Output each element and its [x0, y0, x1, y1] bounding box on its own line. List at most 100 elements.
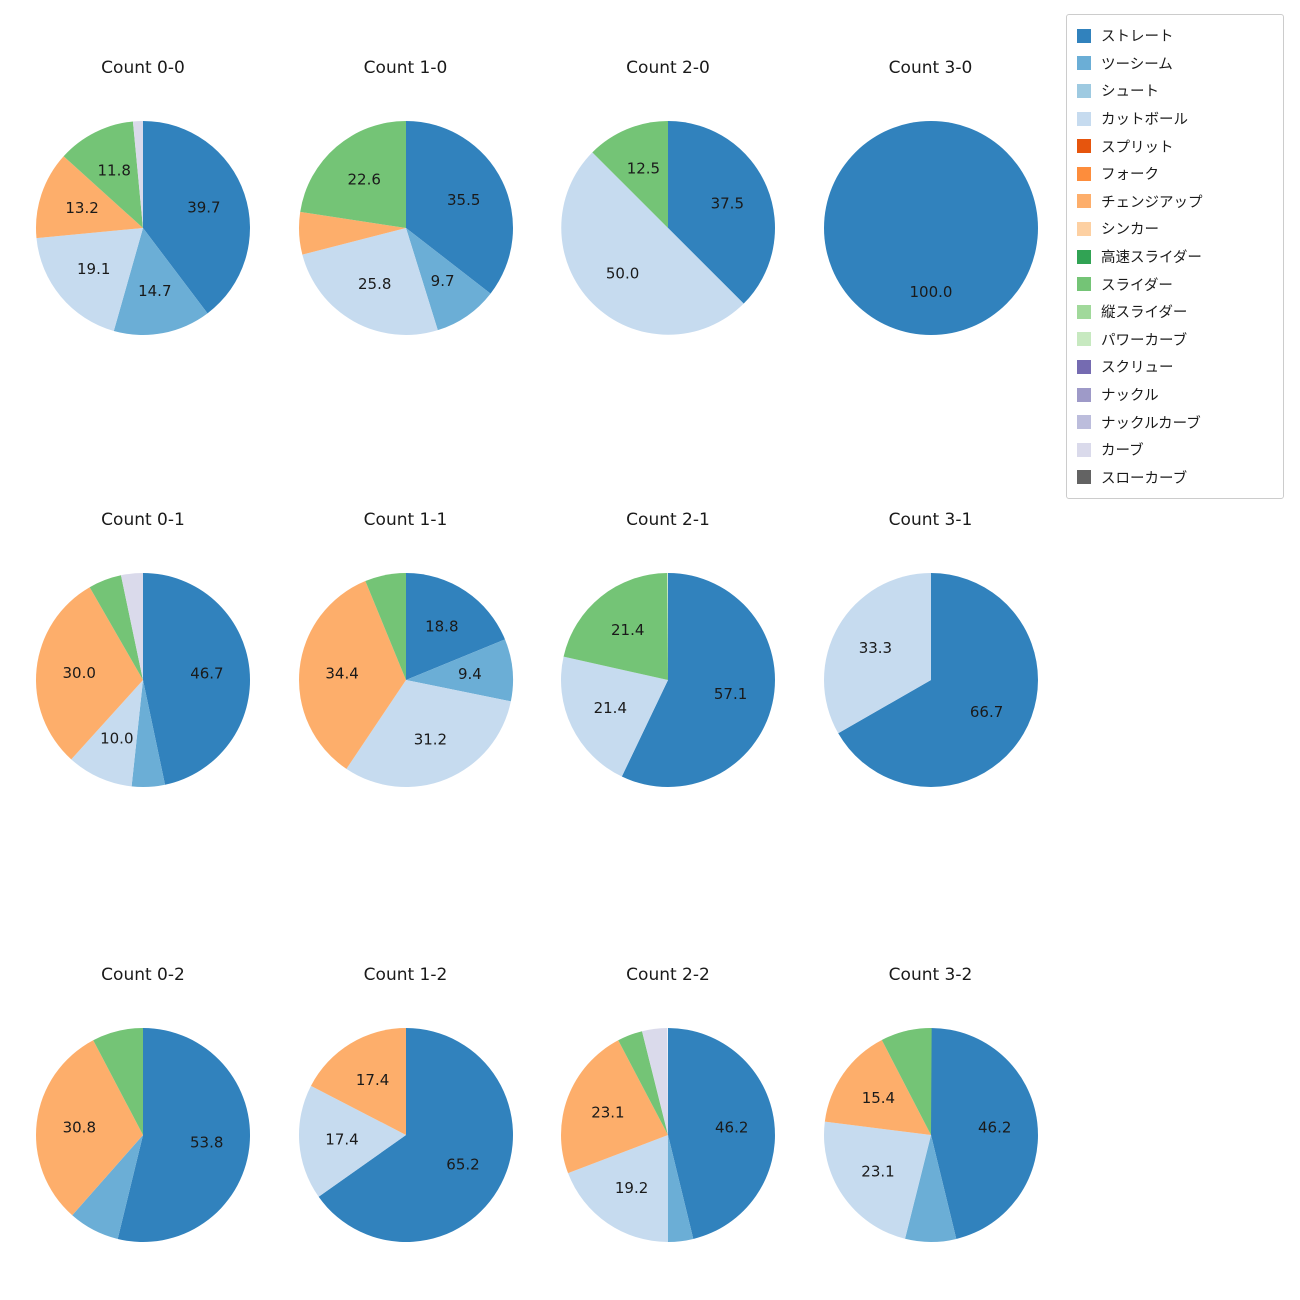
- slice-value-label: 11.8: [97, 162, 130, 180]
- pie-slice: [298, 581, 406, 769]
- legend-item: カットボール: [1077, 105, 1273, 133]
- legend-item: 高速スライダー: [1077, 243, 1273, 271]
- chart-title: Count 1-1: [363, 510, 448, 530]
- legend-swatch-icon: [1077, 304, 1091, 319]
- pie-slice: [132, 120, 143, 228]
- legend-item-label: カーブ: [1101, 443, 1144, 460]
- legend-swatch-icon: [1077, 332, 1091, 347]
- slice-value-label: 34.4: [325, 665, 358, 683]
- slice-value-label: 19.1: [77, 260, 110, 278]
- pie-slice: [364, 573, 406, 680]
- chart-title: Count 3-2: [888, 965, 973, 985]
- slice-value-label: 53.8: [190, 1134, 223, 1152]
- legend-item-label: チェンジアップ: [1101, 194, 1203, 211]
- slice-value-label: 50.0: [606, 264, 639, 282]
- slice-value-label: 37.5: [711, 194, 744, 212]
- chart-title: Count 0-2: [101, 965, 185, 985]
- legend-swatch-icon: [1077, 111, 1091, 126]
- pie-chart: 46.7 10.0 30.0: [35, 573, 251, 788]
- pie-slice: [881, 1027, 932, 1135]
- legend-item-label: ストレート: [1101, 29, 1174, 46]
- legend-item-label: パワーカーブ: [1101, 332, 1188, 349]
- pie-slice: [561, 1040, 668, 1174]
- pie-slice: [299, 120, 406, 228]
- legend-item: パワーカーブ: [1077, 326, 1273, 354]
- slice-value-label: 17.4: [355, 1071, 388, 1089]
- pie-chart: 39.7 14.7 19.1 13.2 11.8: [35, 120, 250, 336]
- legend-item-label: ナックルカーブ: [1101, 415, 1201, 432]
- pie-slice: [35, 156, 143, 239]
- pie-slice: [143, 121, 250, 314]
- pie-slice: [592, 121, 668, 228]
- pie-chart: 37.5 50.0 12.5: [561, 121, 775, 335]
- slice-value-label: 46.7: [190, 664, 223, 682]
- pie-slice: [143, 573, 251, 785]
- slice-value-label: 30.0: [62, 664, 95, 682]
- pie-slice: [561, 656, 668, 777]
- pie-slice: [93, 1028, 143, 1135]
- legend-item: チェンジアップ: [1077, 188, 1273, 216]
- pie-slice: [904, 1135, 956, 1242]
- pie-slice: [621, 573, 775, 787]
- pie-slice: [72, 1135, 143, 1239]
- legend-swatch-icon: [1077, 166, 1091, 181]
- pie-chart: 46.2 19.2 23.1: [561, 1028, 775, 1242]
- pie-slice: [668, 121, 775, 304]
- pie-slice: [113, 228, 208, 336]
- legend-item: ツーシーム: [1077, 50, 1273, 78]
- legend-item-label: フォーク: [1101, 167, 1159, 184]
- legend-swatch-icon: [1077, 56, 1091, 71]
- slice-value-label: 21.4: [611, 621, 644, 639]
- pie-slice: [823, 1121, 931, 1239]
- pie-slice: [310, 1028, 406, 1135]
- pie-slice: [561, 152, 744, 335]
- pie-slice: [117, 1028, 251, 1242]
- slice-value-label: 14.7: [138, 282, 171, 300]
- legend: ストレート ツーシーム シュート カットボール スプリット フォーク チェンジアップ シンカー…: [1066, 14, 1284, 500]
- legend-swatch-icon: [1077, 415, 1091, 430]
- legend-item-label: スライダー: [1101, 277, 1173, 294]
- legend-swatch-icon: [1077, 359, 1091, 374]
- pie-chart: 18.8 9.4 31.2 34.4: [298, 573, 513, 787]
- legend-item-label: 高速スライダー: [1101, 250, 1202, 267]
- pie-slice: [35, 587, 144, 760]
- pie-slice: [668, 1028, 775, 1239]
- pie-slice: [89, 575, 143, 680]
- chart-title: Count 1-0: [363, 58, 448, 78]
- pie-slice: [318, 1028, 513, 1242]
- pie-slice: [618, 1031, 668, 1135]
- chart-title: Count 3-1: [888, 510, 973, 530]
- pie-chart: 66.7 33.3: [823, 573, 1038, 787]
- pie-slice: [131, 680, 166, 788]
- legend-item: スクリュー: [1077, 353, 1273, 381]
- pie-slice: [120, 573, 143, 680]
- slice-value-label: 13.2: [65, 199, 98, 217]
- slice-value-label: 57.1: [714, 685, 747, 703]
- pie-slice: [405, 639, 513, 702]
- legend-item-label: スクリュー: [1101, 360, 1174, 377]
- slice-value-label: 15.4: [861, 1089, 894, 1107]
- chart-title: Count 0-1: [101, 510, 185, 530]
- legend-item-label: ツーシーム: [1101, 56, 1173, 73]
- legend-swatch-icon: [1077, 387, 1091, 402]
- legend-item: スローカーブ: [1077, 464, 1273, 492]
- chart-title: Count 0-0: [101, 58, 185, 78]
- slice-value-label: 35.5: [446, 191, 479, 209]
- legend-swatch-icon: [1077, 139, 1091, 154]
- slice-value-label: 19.2: [615, 1179, 648, 1197]
- legend-item-label: スプリット: [1101, 139, 1174, 156]
- slice-value-label: 22.6: [347, 170, 380, 188]
- legend-item: 縦スライダー: [1077, 298, 1273, 326]
- slice-value-label: 21.4: [594, 699, 627, 717]
- pie-slice: [642, 1028, 668, 1135]
- legend-swatch-icon: [1077, 83, 1091, 98]
- legend-item-label: ナックル: [1101, 388, 1159, 405]
- pie-slice: [823, 573, 931, 734]
- legend-swatch-icon: [1077, 249, 1091, 264]
- legend-item: ナックル: [1077, 381, 1273, 409]
- slice-value-label: 46.2: [715, 1118, 748, 1136]
- legend-swatch-icon: [1077, 442, 1091, 457]
- pie-slice: [668, 1135, 694, 1242]
- pie-slice: [63, 121, 143, 228]
